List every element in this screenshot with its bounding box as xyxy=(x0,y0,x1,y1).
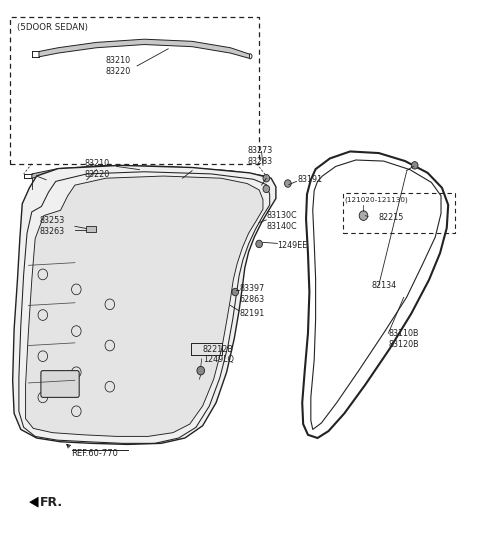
Text: 83397
62863: 83397 62863 xyxy=(239,284,264,304)
Circle shape xyxy=(263,185,270,192)
Text: 82215: 82215 xyxy=(379,213,404,222)
Text: (121020-121130): (121020-121130) xyxy=(344,196,408,203)
Text: 83210
83220: 83210 83220 xyxy=(84,159,110,179)
Text: 1249LQ: 1249LQ xyxy=(203,355,234,364)
Circle shape xyxy=(256,240,263,248)
Bar xyxy=(86,226,96,232)
Text: 83273
83283: 83273 83283 xyxy=(247,146,273,166)
Text: (5DOOR SEDAN): (5DOOR SEDAN) xyxy=(17,23,88,32)
Text: 82134: 82134 xyxy=(372,281,397,289)
Polygon shape xyxy=(12,165,276,444)
Text: FR.: FR. xyxy=(40,496,63,509)
Polygon shape xyxy=(25,176,263,436)
Polygon shape xyxy=(39,39,250,58)
Text: 83130C
83140C: 83130C 83140C xyxy=(266,211,297,231)
Text: 83253
83263: 83253 83263 xyxy=(40,216,65,236)
Text: 1249EE: 1249EE xyxy=(277,241,308,250)
Circle shape xyxy=(285,180,291,187)
Circle shape xyxy=(263,174,270,182)
Text: 82191: 82191 xyxy=(239,309,264,318)
Polygon shape xyxy=(32,165,266,180)
Circle shape xyxy=(232,288,239,296)
FancyBboxPatch shape xyxy=(41,371,79,397)
Circle shape xyxy=(359,211,368,220)
FancyArrowPatch shape xyxy=(30,497,38,507)
Circle shape xyxy=(197,367,204,375)
Circle shape xyxy=(411,162,418,169)
Text: 83191: 83191 xyxy=(298,175,323,184)
Text: REF.60-770: REF.60-770 xyxy=(72,449,119,458)
Text: 83110B
83120B: 83110B 83120B xyxy=(388,329,419,348)
Text: 82212B: 82212B xyxy=(203,345,234,354)
Text: 83210
83220: 83210 83220 xyxy=(106,56,131,76)
